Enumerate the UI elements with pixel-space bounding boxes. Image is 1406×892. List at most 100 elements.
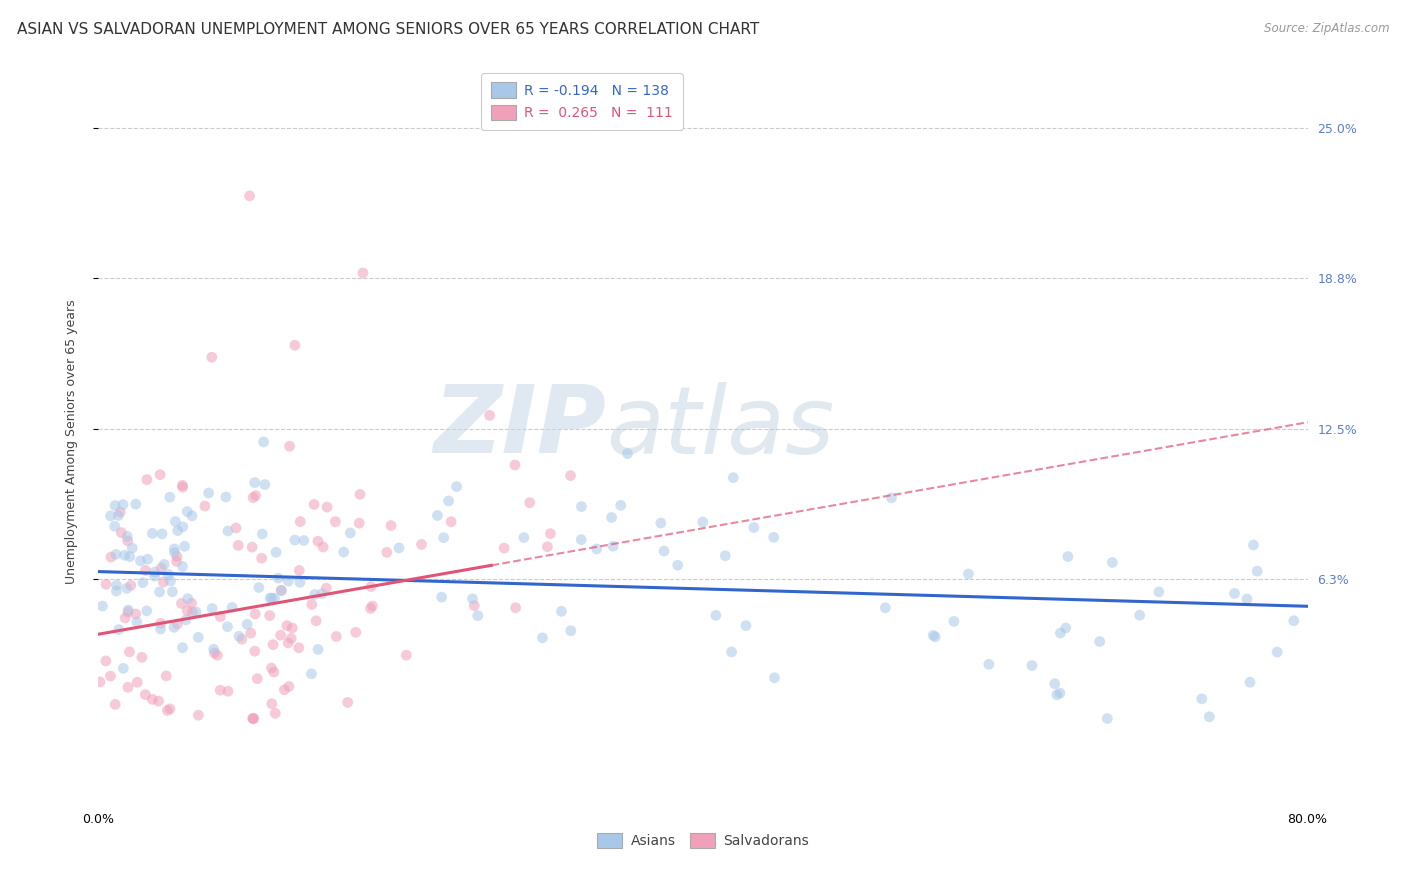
Point <box>166 549 188 564</box>
Point <box>117 603 139 617</box>
Point <box>446 480 468 494</box>
Point <box>467 608 489 623</box>
Point <box>347 516 370 530</box>
Point <box>148 694 170 708</box>
Point <box>301 666 323 681</box>
Point <box>250 551 273 566</box>
Point <box>395 648 418 662</box>
Point <box>172 520 194 534</box>
Point <box>153 558 176 572</box>
Point <box>215 490 238 504</box>
Point <box>209 683 232 698</box>
Text: atlas: atlas <box>606 382 835 473</box>
Point <box>880 491 903 505</box>
Point <box>149 622 172 636</box>
Point <box>762 530 785 544</box>
Point <box>600 510 623 524</box>
Point <box>430 590 453 604</box>
Point <box>290 515 312 529</box>
Point <box>280 632 302 646</box>
Point <box>239 189 262 203</box>
Point <box>117 533 139 548</box>
Point <box>125 607 148 621</box>
Point <box>104 698 127 712</box>
Point <box>117 605 139 619</box>
Point <box>380 518 402 533</box>
Point <box>172 480 194 494</box>
Point <box>440 515 463 529</box>
Point <box>245 489 267 503</box>
Point <box>720 645 742 659</box>
Point <box>957 566 980 581</box>
Point <box>942 615 965 629</box>
Point <box>181 508 204 523</box>
Point <box>163 546 186 560</box>
Point <box>121 541 143 556</box>
Point <box>352 266 374 280</box>
Text: Source: ZipAtlas.com: Source: ZipAtlas.com <box>1264 22 1389 36</box>
Point <box>243 712 266 726</box>
Point <box>217 524 239 538</box>
Point <box>242 712 264 726</box>
Point <box>264 706 287 721</box>
Point <box>209 609 232 624</box>
Point <box>277 574 299 588</box>
Point <box>538 526 561 541</box>
Point <box>270 628 292 642</box>
Point <box>228 629 250 643</box>
Point <box>207 648 229 663</box>
Point <box>152 574 174 589</box>
Point <box>616 446 638 460</box>
Point <box>247 581 270 595</box>
Point <box>260 591 283 606</box>
Point <box>108 623 131 637</box>
Point <box>127 675 149 690</box>
Text: ASIAN VS SALVADORAN UNEMPLOYMENT AMONG SENIORS OVER 65 YEARS CORRELATION CHART: ASIAN VS SALVADORAN UNEMPLOYMENT AMONG S… <box>17 22 759 37</box>
Point <box>307 642 329 657</box>
Point <box>494 541 516 555</box>
Point <box>110 525 132 540</box>
Point <box>242 491 264 505</box>
Point <box>278 680 301 694</box>
Point <box>264 545 287 559</box>
Point <box>652 544 675 558</box>
Point <box>217 620 239 634</box>
Point <box>134 688 156 702</box>
Point <box>159 574 181 588</box>
Point <box>571 500 593 514</box>
Point <box>166 554 188 568</box>
Point <box>360 580 382 594</box>
Point <box>114 611 136 625</box>
Text: ZIP: ZIP <box>433 381 606 473</box>
Point <box>336 695 359 709</box>
Point <box>150 561 173 575</box>
Point <box>240 540 263 554</box>
Point <box>226 538 249 552</box>
Point <box>1198 710 1220 724</box>
Point <box>259 591 281 606</box>
Point <box>105 584 128 599</box>
Point <box>170 597 193 611</box>
Point <box>922 628 945 642</box>
Point <box>166 617 188 632</box>
Point <box>723 471 745 485</box>
Point <box>94 654 117 668</box>
Point <box>118 549 141 564</box>
Point <box>273 682 295 697</box>
Point <box>118 645 141 659</box>
Point <box>437 494 460 508</box>
Point <box>332 545 354 559</box>
Point <box>302 498 325 512</box>
Point <box>536 540 558 554</box>
Y-axis label: Unemployment Among Seniors over 65 years: Unemployment Among Seniors over 65 years <box>65 299 77 584</box>
Point <box>201 350 224 364</box>
Point <box>225 521 247 535</box>
Point <box>260 697 283 711</box>
Point <box>763 671 786 685</box>
Point <box>105 578 128 592</box>
Point <box>311 587 333 601</box>
Point <box>120 578 142 592</box>
Point <box>278 439 301 453</box>
Point <box>270 583 292 598</box>
Point <box>344 625 367 640</box>
